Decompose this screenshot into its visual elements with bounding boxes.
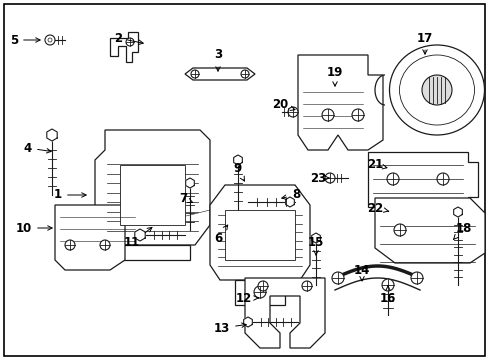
Text: 3: 3 [214,49,222,71]
Text: 12: 12 [235,292,258,305]
Text: 18: 18 [452,221,471,239]
Polygon shape [235,280,285,305]
Ellipse shape [421,75,451,105]
Circle shape [65,240,75,250]
Polygon shape [95,130,209,245]
Text: 23: 23 [309,171,328,184]
Text: 6: 6 [213,225,227,244]
Text: 13: 13 [213,321,245,334]
Ellipse shape [399,55,473,125]
Polygon shape [184,68,254,80]
Polygon shape [135,229,145,241]
Polygon shape [47,129,57,141]
Polygon shape [243,317,252,327]
Text: 9: 9 [232,162,244,181]
Polygon shape [185,178,194,188]
Text: 10: 10 [16,221,52,234]
Circle shape [381,279,393,291]
Polygon shape [367,152,477,207]
Bar [224,210,294,260]
Polygon shape [453,207,461,217]
Polygon shape [311,233,320,243]
Text: 21: 21 [366,158,386,171]
Circle shape [287,107,297,117]
Circle shape [331,272,343,284]
Text: 8: 8 [281,189,300,202]
Circle shape [386,173,398,185]
Text: 22: 22 [366,202,388,215]
Text: 14: 14 [353,264,369,281]
Circle shape [48,38,52,42]
Polygon shape [244,278,325,348]
Polygon shape [374,198,484,263]
Circle shape [258,281,267,291]
Text: 16: 16 [379,286,395,305]
Polygon shape [285,197,294,207]
Ellipse shape [389,45,484,135]
Bar [120,165,184,225]
Circle shape [393,224,405,236]
Circle shape [191,70,199,78]
Circle shape [241,70,248,78]
Polygon shape [55,205,140,270]
Text: 2: 2 [114,31,143,45]
Circle shape [410,272,422,284]
Polygon shape [297,55,382,150]
Circle shape [302,281,311,291]
Text: 20: 20 [271,99,294,112]
Circle shape [436,173,448,185]
Polygon shape [209,185,309,280]
Text: 7: 7 [179,192,192,204]
Circle shape [253,286,265,298]
Circle shape [351,109,363,121]
Circle shape [126,38,134,46]
Polygon shape [110,32,138,62]
Text: 5: 5 [10,33,40,46]
Circle shape [325,173,334,183]
Polygon shape [233,155,242,165]
Text: 11: 11 [123,228,152,249]
Text: 17: 17 [416,31,432,54]
Text: 19: 19 [326,66,343,86]
Circle shape [321,109,333,121]
Circle shape [100,240,110,250]
Circle shape [45,35,55,45]
Text: 15: 15 [307,235,324,255]
Polygon shape [115,245,190,260]
Text: 4: 4 [24,141,51,154]
Text: 1: 1 [54,189,86,202]
